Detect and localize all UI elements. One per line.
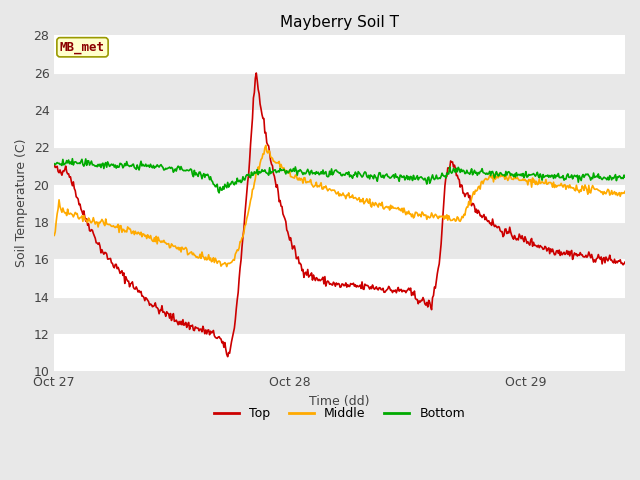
Top <box>388 290 396 296</box>
X-axis label: Time (dd): Time (dd) <box>309 395 370 408</box>
Top <box>152 300 159 306</box>
Middle <box>152 239 159 244</box>
Middle <box>433 214 441 220</box>
Top <box>433 271 441 276</box>
Title: Mayberry Soil T: Mayberry Soil T <box>280 15 399 30</box>
Bar <box>54 36 625 72</box>
Middle <box>482 176 490 181</box>
Bar <box>54 334 625 371</box>
Bottom <box>388 173 396 179</box>
Bar <box>54 185 625 222</box>
Bottom <box>433 176 441 181</box>
Line: Middle: Middle <box>54 145 625 266</box>
Bottom <box>152 164 160 169</box>
Bottom <box>482 171 490 177</box>
Y-axis label: Soil Temperature (C): Soil Temperature (C) <box>15 139 28 267</box>
Top <box>310 275 318 281</box>
Top <box>197 326 205 332</box>
Middle <box>621 189 629 194</box>
Bottom <box>51 161 58 167</box>
Middle <box>223 264 230 269</box>
Middle <box>197 255 205 261</box>
Bottom <box>621 174 629 180</box>
Top <box>224 354 232 360</box>
Middle <box>262 143 269 148</box>
Bar <box>54 259 625 297</box>
Line: Top: Top <box>54 73 625 357</box>
Line: Bottom: Bottom <box>54 159 625 193</box>
Text: MB_met: MB_met <box>60 41 105 54</box>
Top <box>252 70 260 76</box>
Middle <box>388 204 396 209</box>
Top <box>51 162 58 168</box>
Legend: Top, Middle, Bottom: Top, Middle, Bottom <box>209 402 470 425</box>
Bottom <box>215 190 223 196</box>
Top <box>482 214 490 220</box>
Middle <box>51 232 58 238</box>
Bottom <box>68 156 76 162</box>
Top <box>621 259 629 265</box>
Middle <box>310 183 318 189</box>
Bottom <box>198 176 206 181</box>
Bar <box>54 110 625 147</box>
Bottom <box>310 170 318 176</box>
